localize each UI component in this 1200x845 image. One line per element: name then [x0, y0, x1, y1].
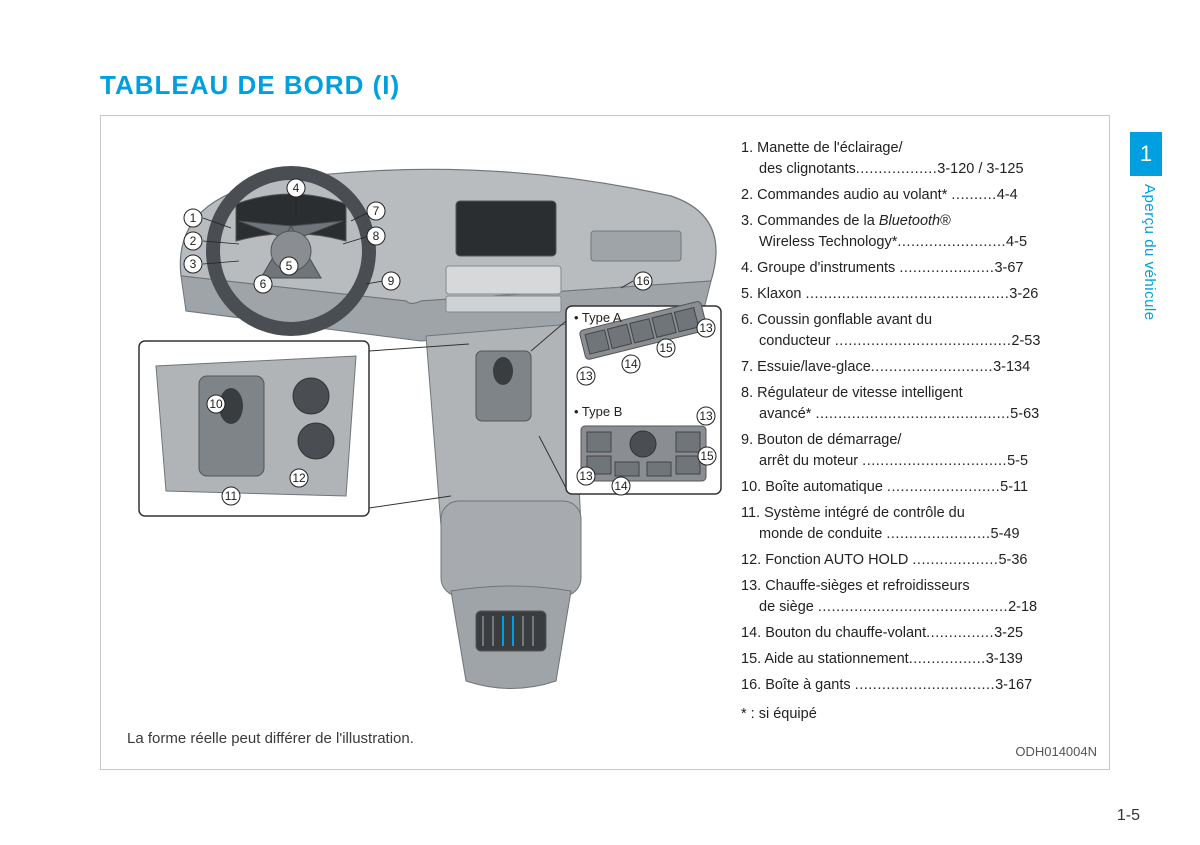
callout-number: 14: [624, 357, 638, 371]
legend-item: 1. Manette de l'éclairage/des clignotant…: [741, 138, 1096, 180]
legend-item: 12. Fonction AUTO HOLD .................…: [741, 550, 1096, 571]
inset-cupholder-1: [293, 378, 329, 414]
legend-item: 3. Commandes de la Bluetooth®Wireless Te…: [741, 211, 1096, 253]
side-tab: 1: [1130, 132, 1162, 176]
legend-item: 4. Groupe d'instruments ................…: [741, 258, 1096, 279]
callout-number: 3: [190, 257, 197, 271]
callout-number: 6: [260, 277, 267, 291]
dashboard-illustration: • Type A • Type B 1234567891610111213131…: [111, 126, 731, 696]
center-stack: [446, 266, 561, 294]
rear-vent: [476, 611, 546, 651]
callout-number: 13: [699, 321, 713, 335]
legend-item: 14. Bouton du chauffe-volant............…: [741, 623, 1096, 644]
illustration-caption: La forme réelle peut différer de l'illus…: [127, 730, 414, 747]
callout-number: 15: [659, 341, 673, 355]
side-section-label: Aperçu du véhicule: [1141, 184, 1158, 321]
legend-item: 6. Coussin gonflable avant duconducteur …: [741, 310, 1096, 352]
callout-number: 2: [190, 234, 197, 248]
gear-shifter: [493, 357, 513, 385]
page-title: TABLEAU DE BORD (I): [100, 70, 400, 101]
callout-number: 13: [579, 369, 593, 383]
callout-number: 4: [293, 181, 300, 195]
callout-number: 1: [190, 211, 197, 225]
callout-number: 11: [225, 489, 238, 503]
legend-item: 5. Klaxon ..............................…: [741, 284, 1096, 305]
callout-number: 10: [209, 397, 223, 411]
inset-cupholder-2: [298, 423, 334, 459]
callout-number: 13: [699, 409, 713, 423]
type-b-panel: [581, 426, 706, 481]
legend-item: 11. Système intégré de contrôle dumonde …: [741, 503, 1096, 545]
callout-number: 9: [388, 274, 395, 288]
infotainment-screen: [456, 201, 556, 256]
climate-row: [446, 296, 561, 312]
legend-item: 7. Essuie/lave-glace....................…: [741, 357, 1096, 378]
content-frame: • Type A • Type B 1234567891610111213131…: [100, 115, 1110, 770]
legend-item: 2. Commandes audio au volant* ..........…: [741, 185, 1096, 206]
type-b-label: • Type B: [574, 404, 622, 419]
legend-list: 1. Manette de l'éclairage/des clignotant…: [741, 138, 1096, 725]
page-number: 1-5: [1117, 807, 1140, 825]
figure-id: ODH014004N: [1015, 744, 1097, 759]
passenger-vent: [591, 231, 681, 261]
armrest: [441, 501, 581, 596]
legend-item: 13. Chauffe-sièges et refroidisseursde s…: [741, 576, 1096, 618]
callout-number: 12: [292, 471, 306, 485]
legend-item: 9. Bouton de démarrage/arrêt du moteur .…: [741, 430, 1096, 472]
callout-number: 16: [636, 274, 650, 288]
legend-item: 16. Boîte à gants ......................…: [741, 675, 1096, 696]
callout-number: 5: [286, 259, 293, 273]
callout-number: 13: [579, 469, 593, 483]
type-a-label: • Type A: [574, 310, 622, 325]
callout-number: 7: [373, 204, 380, 218]
callout-number: 14: [614, 479, 628, 493]
dashboard-svg: • Type A • Type B 1234567891610111213131…: [111, 126, 731, 696]
callout-number: 8: [373, 229, 380, 243]
callout-number: 15: [700, 449, 714, 463]
footnote: * : si équipé: [741, 704, 1096, 725]
legend-item: 15. Aide au stationnement...............…: [741, 649, 1096, 670]
legend-item: 10. Boîte automatique ..................…: [741, 477, 1096, 498]
legend-item: 8. Régulateur de vitesse intelligentavan…: [741, 383, 1096, 425]
